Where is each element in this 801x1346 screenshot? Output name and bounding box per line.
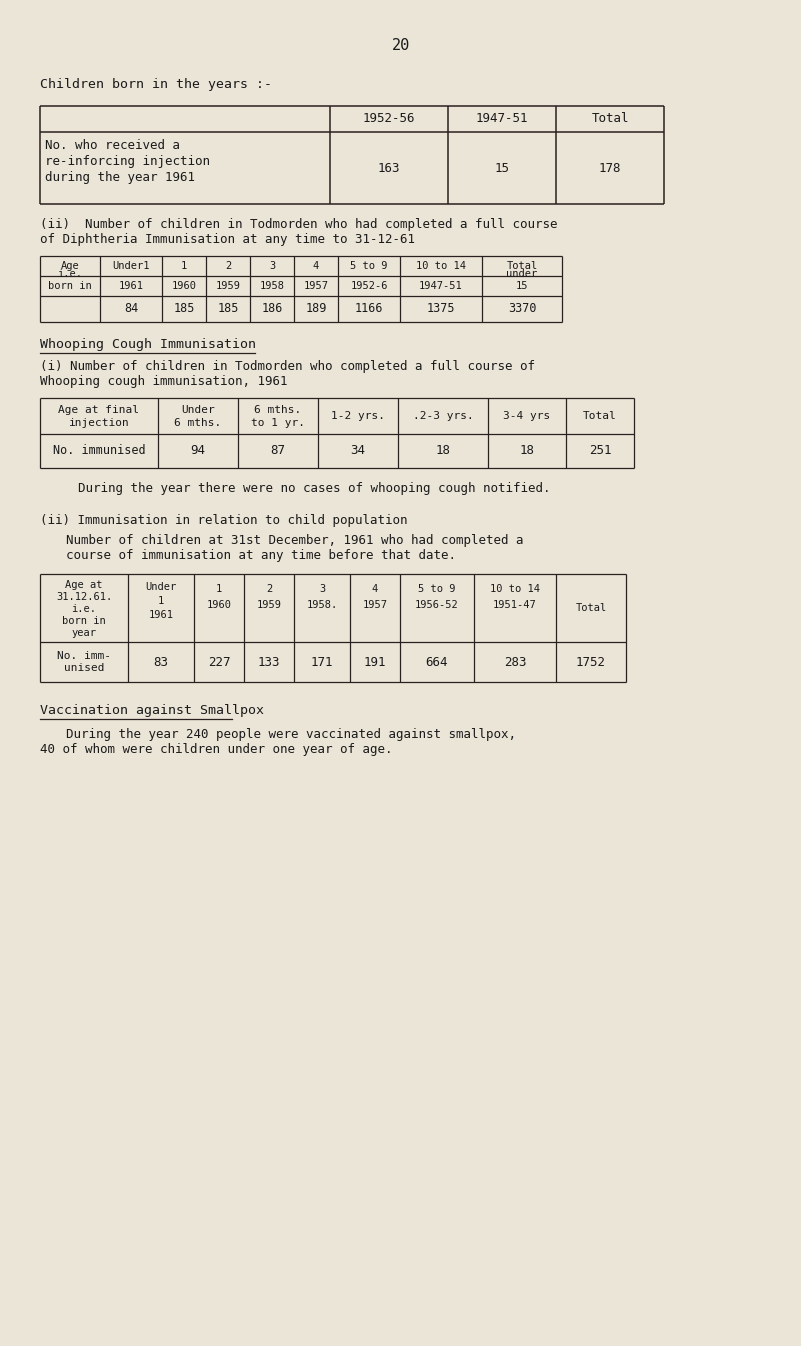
Text: 1-2 yrs.: 1-2 yrs. xyxy=(331,411,385,421)
Text: Vaccination against Smallpox: Vaccination against Smallpox xyxy=(40,704,264,717)
Text: 6 mths.: 6 mths. xyxy=(255,405,302,415)
Text: 227: 227 xyxy=(207,656,230,669)
Text: 3: 3 xyxy=(319,584,325,594)
Text: 1960: 1960 xyxy=(207,600,231,610)
Text: Under: Under xyxy=(181,405,215,415)
Text: Age at: Age at xyxy=(65,580,103,590)
Text: 1166: 1166 xyxy=(355,303,383,315)
Text: 5 to 9: 5 to 9 xyxy=(350,261,388,271)
Text: 1960: 1960 xyxy=(171,281,196,291)
Text: 1951-47: 1951-47 xyxy=(493,600,537,610)
Text: 1958: 1958 xyxy=(260,281,284,291)
Text: 186: 186 xyxy=(261,303,283,315)
Text: i.e.: i.e. xyxy=(58,269,83,279)
Text: 191: 191 xyxy=(364,656,386,669)
Text: 1752: 1752 xyxy=(576,656,606,669)
Text: year: year xyxy=(71,629,96,638)
Text: Total: Total xyxy=(575,603,606,612)
Text: 34: 34 xyxy=(351,444,365,458)
Text: No. immunised: No. immunised xyxy=(53,444,145,458)
Text: to 1 yr.: to 1 yr. xyxy=(251,419,305,428)
Text: 2: 2 xyxy=(225,261,231,271)
Text: During the year 240 people were vaccinated against smallpox,: During the year 240 people were vaccinat… xyxy=(66,728,516,742)
Text: i.e.: i.e. xyxy=(71,604,96,614)
Text: Age: Age xyxy=(61,261,79,271)
Text: 87: 87 xyxy=(271,444,285,458)
Text: 1956-52: 1956-52 xyxy=(415,600,459,610)
Text: 3370: 3370 xyxy=(508,303,536,315)
Text: 1947-51: 1947-51 xyxy=(476,113,528,125)
Text: 4: 4 xyxy=(313,261,319,271)
Text: No. imm-: No. imm- xyxy=(57,651,111,661)
Text: 5 to 9: 5 to 9 xyxy=(418,584,456,594)
Text: 1952-56: 1952-56 xyxy=(363,113,415,125)
Text: 1961: 1961 xyxy=(119,281,143,291)
Text: 4: 4 xyxy=(372,584,378,594)
Text: 163: 163 xyxy=(378,162,400,175)
Text: Number of children at 31st December, 1961 who had completed a: Number of children at 31st December, 196… xyxy=(66,534,524,546)
Text: unised: unised xyxy=(64,664,104,673)
Text: 1957: 1957 xyxy=(304,281,328,291)
Text: injection: injection xyxy=(69,419,130,428)
Text: 1958.: 1958. xyxy=(306,600,338,610)
Text: 18: 18 xyxy=(436,444,450,458)
Text: .2-3 yrs.: .2-3 yrs. xyxy=(413,411,473,421)
Text: Age at final: Age at final xyxy=(58,405,139,415)
Text: 3: 3 xyxy=(269,261,275,271)
Text: 40 of whom were children under one year of age.: 40 of whom were children under one year … xyxy=(40,743,392,756)
Text: 6 mths.: 6 mths. xyxy=(175,419,222,428)
Text: under: under xyxy=(506,269,537,279)
Text: 1375: 1375 xyxy=(427,303,455,315)
Text: 1961: 1961 xyxy=(148,610,174,621)
Text: Whooping Cough Immunisation: Whooping Cough Immunisation xyxy=(40,338,256,351)
Text: 2: 2 xyxy=(266,584,272,594)
Text: 18: 18 xyxy=(520,444,534,458)
Text: 10 to 14: 10 to 14 xyxy=(490,584,540,594)
Text: 1959: 1959 xyxy=(215,281,240,291)
Text: 1: 1 xyxy=(216,584,222,594)
Text: Under1: Under1 xyxy=(112,261,150,271)
Text: Children born in the years :-: Children born in the years :- xyxy=(40,78,272,92)
Text: course of immunisation at any time before that date.: course of immunisation at any time befor… xyxy=(66,549,456,563)
Text: Total: Total xyxy=(591,113,629,125)
Text: (ii)  Number of children in Todmorden who had completed a full course: (ii) Number of children in Todmorden who… xyxy=(40,218,557,232)
Text: 185: 185 xyxy=(173,303,195,315)
Text: 1957: 1957 xyxy=(363,600,388,610)
Text: born in: born in xyxy=(48,281,92,291)
Text: (i) Number of children in Todmorden who completed a full course of: (i) Number of children in Todmorden who … xyxy=(40,359,535,373)
Text: 15: 15 xyxy=(494,162,509,175)
Text: 20: 20 xyxy=(392,38,410,52)
Text: No. who received a: No. who received a xyxy=(45,139,180,152)
Text: during the year 1961: during the year 1961 xyxy=(45,171,195,184)
Text: 1: 1 xyxy=(158,596,164,606)
Text: 664: 664 xyxy=(426,656,449,669)
Text: 251: 251 xyxy=(589,444,611,458)
Text: 31.12.61.: 31.12.61. xyxy=(56,592,112,602)
Text: 10 to 14: 10 to 14 xyxy=(416,261,466,271)
Text: re-inforcing injection: re-inforcing injection xyxy=(45,155,210,168)
Text: 1: 1 xyxy=(181,261,187,271)
Text: 185: 185 xyxy=(217,303,239,315)
Text: Whooping cough immunisation, 1961: Whooping cough immunisation, 1961 xyxy=(40,376,288,388)
Text: Total: Total xyxy=(506,261,537,271)
Text: 84: 84 xyxy=(124,303,138,315)
Text: 178: 178 xyxy=(599,162,622,175)
Text: 15: 15 xyxy=(516,281,528,291)
Text: Under: Under xyxy=(145,581,177,592)
Text: 1952-6: 1952-6 xyxy=(350,281,388,291)
Text: born in: born in xyxy=(62,616,106,626)
Text: During the year there were no cases of whooping cough notified.: During the year there were no cases of w… xyxy=(78,482,550,495)
Text: 3-4 yrs: 3-4 yrs xyxy=(503,411,550,421)
Text: 171: 171 xyxy=(311,656,333,669)
Text: 1959: 1959 xyxy=(256,600,281,610)
Text: (ii) Immunisation in relation to child population: (ii) Immunisation in relation to child p… xyxy=(40,514,408,528)
Text: 94: 94 xyxy=(191,444,206,458)
Text: 1947-51: 1947-51 xyxy=(419,281,463,291)
Text: Total: Total xyxy=(583,411,617,421)
Text: 83: 83 xyxy=(154,656,168,669)
Text: of Diphtheria Immunisation at any time to 31-12-61: of Diphtheria Immunisation at any time t… xyxy=(40,233,415,246)
Text: 283: 283 xyxy=(504,656,526,669)
Text: 133: 133 xyxy=(258,656,280,669)
Text: 189: 189 xyxy=(305,303,327,315)
